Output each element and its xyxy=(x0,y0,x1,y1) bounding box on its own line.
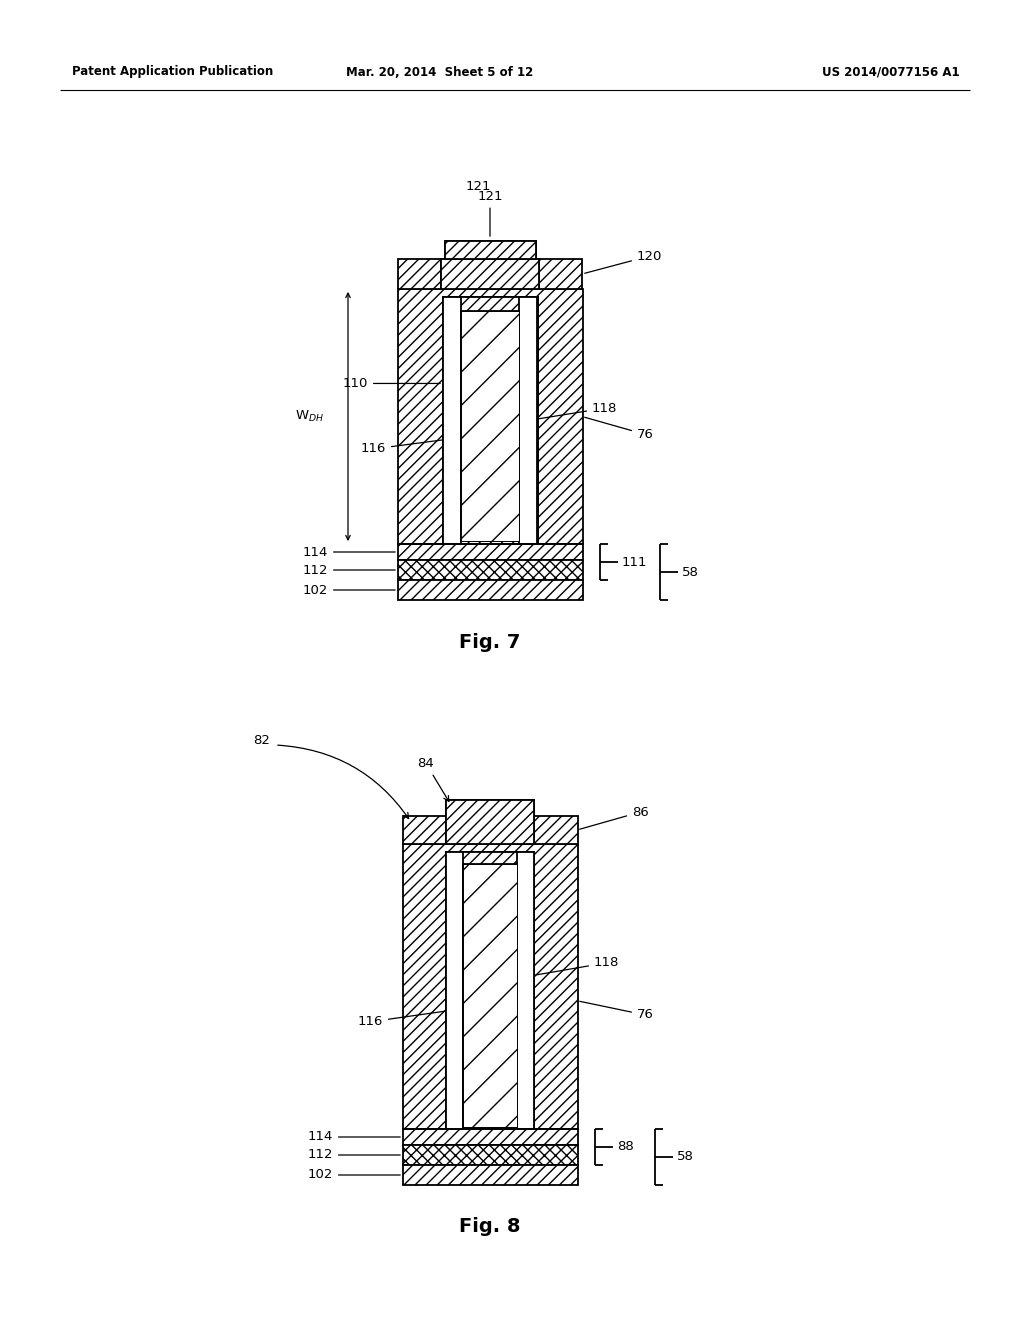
Text: 84: 84 xyxy=(418,756,449,801)
Text: 121: 121 xyxy=(465,180,490,193)
Bar xyxy=(398,560,583,579)
Bar xyxy=(517,851,534,1129)
Bar xyxy=(446,851,534,1129)
Bar xyxy=(443,297,538,544)
Bar xyxy=(445,242,536,259)
Text: Fig. 8: Fig. 8 xyxy=(459,1217,521,1237)
Text: 112: 112 xyxy=(302,564,395,577)
Bar xyxy=(519,297,537,544)
Bar xyxy=(441,259,539,289)
Text: 86: 86 xyxy=(580,805,649,829)
Text: 110: 110 xyxy=(343,378,440,389)
Bar xyxy=(403,1129,578,1144)
Text: 58: 58 xyxy=(677,1151,694,1163)
Bar xyxy=(398,259,582,289)
Text: 58: 58 xyxy=(682,565,698,578)
Text: Patent Application Publication: Patent Application Publication xyxy=(72,66,273,78)
Bar xyxy=(446,851,463,1129)
Text: 114: 114 xyxy=(307,1130,400,1143)
Bar xyxy=(441,259,539,289)
Text: 111: 111 xyxy=(622,556,647,569)
Text: 102: 102 xyxy=(307,1168,400,1181)
Text: W$_{DH}$: W$_{DH}$ xyxy=(296,409,325,424)
Text: 120: 120 xyxy=(585,249,663,273)
Bar xyxy=(403,1144,578,1166)
Text: 102: 102 xyxy=(303,583,395,597)
Bar xyxy=(443,297,461,544)
Text: 88: 88 xyxy=(617,1140,634,1154)
Text: 116: 116 xyxy=(357,1008,460,1028)
Text: 118: 118 xyxy=(530,401,617,420)
Bar xyxy=(461,312,519,541)
Bar xyxy=(403,816,578,843)
Bar xyxy=(445,242,536,259)
Text: 76: 76 xyxy=(585,417,654,441)
Text: 82: 82 xyxy=(253,734,270,747)
Text: 112: 112 xyxy=(307,1148,400,1162)
Text: Fig. 7: Fig. 7 xyxy=(460,632,520,652)
Bar xyxy=(461,312,519,541)
Bar xyxy=(403,1166,578,1185)
Bar xyxy=(443,297,538,544)
Text: 116: 116 xyxy=(360,438,459,455)
Bar xyxy=(398,289,583,544)
Text: 118: 118 xyxy=(528,956,620,977)
Text: 114: 114 xyxy=(303,545,395,558)
Bar xyxy=(446,851,534,1129)
Bar xyxy=(463,865,517,1127)
Bar xyxy=(398,544,583,560)
Bar xyxy=(398,579,583,601)
Text: Mar. 20, 2014  Sheet 5 of 12: Mar. 20, 2014 Sheet 5 of 12 xyxy=(346,66,534,78)
Bar xyxy=(446,800,534,843)
Bar xyxy=(446,800,534,843)
Bar xyxy=(463,865,517,1127)
Text: 121: 121 xyxy=(477,190,503,236)
Text: 76: 76 xyxy=(580,1002,654,1022)
Text: US 2014/0077156 A1: US 2014/0077156 A1 xyxy=(822,66,961,78)
Bar xyxy=(403,843,578,1129)
